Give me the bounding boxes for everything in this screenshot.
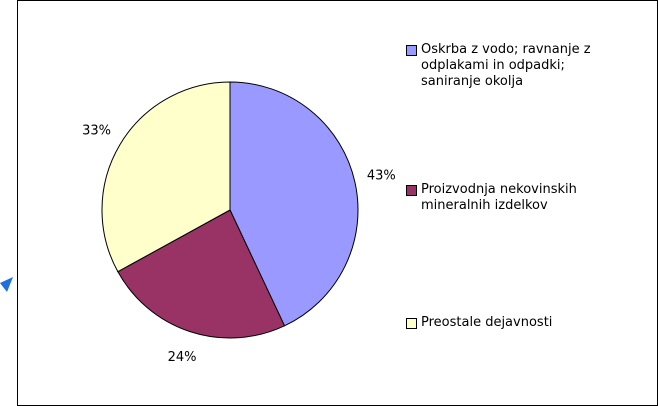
data-label: 24% [168, 350, 197, 365]
data-label: 43% [367, 169, 396, 184]
legend-swatch [406, 318, 417, 329]
arrow-icon [0, 277, 13, 292]
legend-swatch [406, 45, 417, 56]
legend-label: Proizvodnja nekovinskih mineralnih izdel… [421, 182, 577, 213]
legend-item: Oskrba z vodo; ravnanje z odplakami in o… [406, 42, 621, 90]
pie-slice [117, 209, 286, 339]
legend-label: Preostale dejavnosti [421, 315, 553, 330]
legend-label: Oskrba z vodo; ravnanje z odplakami in o… [421, 42, 591, 89]
legend-item: Preostale dejavnosti [406, 315, 621, 331]
legend-item: Proizvodnja nekovinskih mineralnih izdel… [406, 182, 621, 214]
data-label: 33% [82, 124, 111, 139]
pie-slice [101, 81, 231, 273]
legend-swatch [406, 185, 417, 196]
pie-slice [229, 81, 359, 327]
